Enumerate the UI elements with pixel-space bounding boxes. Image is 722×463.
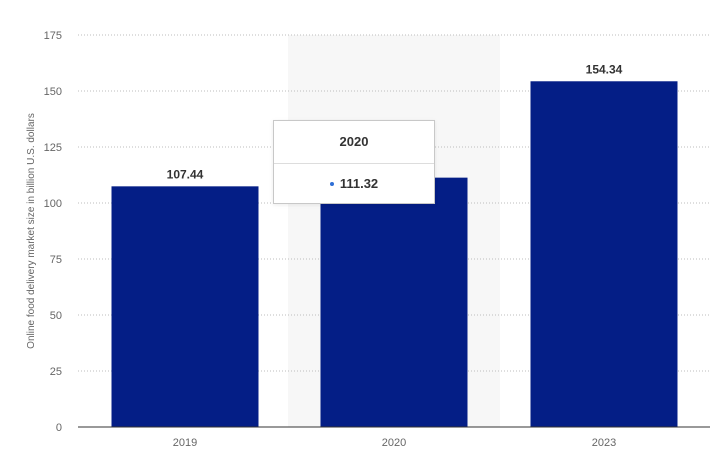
- bar-2019[interactable]: [111, 186, 259, 427]
- x-tick-label-2019: 2019: [173, 437, 197, 449]
- bars: 107.44 154.34: [111, 62, 678, 428]
- x-axis-ticks: 2019 2020 2023: [173, 437, 616, 449]
- y-axis-ticks: 0 25 50 75 100 125 150 175: [44, 30, 62, 434]
- y-axis-title: Online food delivery market size in bill…: [26, 113, 37, 349]
- y-tick-label: 50: [50, 310, 62, 322]
- bar-2020[interactable]: [320, 177, 468, 427]
- y-tick-label: 75: [50, 254, 62, 266]
- y-tick-label: 125: [44, 142, 62, 154]
- data-label-2023: 154.34: [586, 62, 623, 76]
- series-dot-icon: [329, 181, 334, 186]
- tooltip-title: 2020: [274, 121, 434, 164]
- x-tick-label-2020: 2020: [382, 437, 406, 449]
- tooltip-row: 111.32: [274, 164, 434, 204]
- tooltip-value: 111.32: [339, 176, 379, 191]
- y-tick-label: 0: [56, 422, 62, 434]
- bar-2023[interactable]: [530, 81, 678, 428]
- y-tick-label: 150: [44, 86, 62, 98]
- data-label-2019: 107.44: [167, 167, 204, 181]
- y-tick-label: 175: [44, 30, 62, 42]
- tooltip: 2020 111.32: [273, 120, 435, 204]
- y-tick-label: 100: [44, 198, 62, 210]
- x-tick-label-2023: 2023: [592, 437, 616, 449]
- y-tick-label: 25: [50, 366, 62, 378]
